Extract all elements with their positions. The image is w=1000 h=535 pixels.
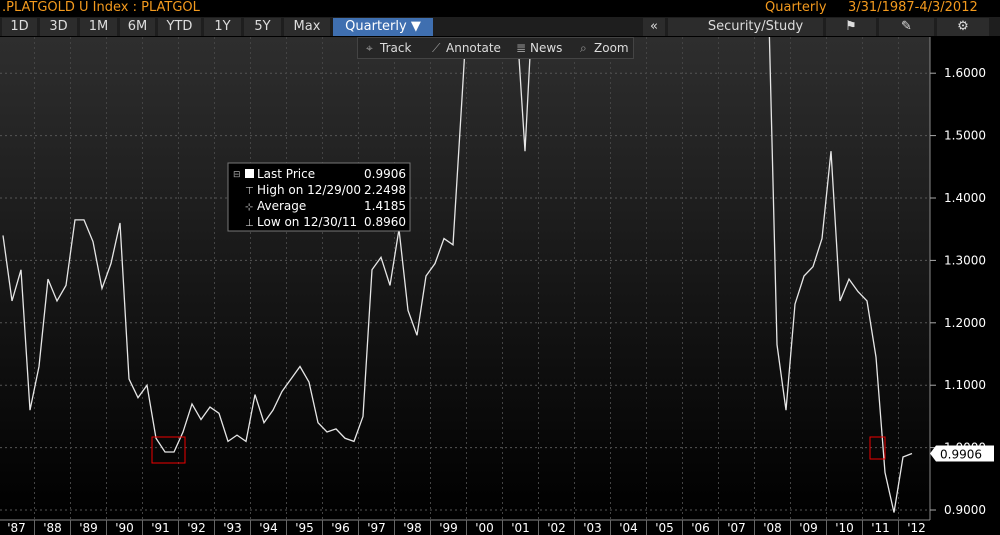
period-tab[interactable]: YTD <box>158 18 201 36</box>
stat-icon: ⊹ <box>245 202 253 213</box>
x-tick-label: '92 <box>187 521 206 535</box>
date-range: 3/31/1987-4/3/2012 <box>848 0 978 15</box>
period-tab[interactable]: 1M <box>80 18 117 36</box>
x-tick-label: '90 <box>115 521 134 535</box>
x-tick-label: '08 <box>763 521 782 535</box>
security-study-button[interactable]: Security/Study <box>668 18 823 36</box>
x-tick-label: '96 <box>331 521 350 535</box>
x-tick-label: '03 <box>583 521 602 535</box>
stat-value: 0.9906 <box>364 167 406 181</box>
x-tick-label: '87 <box>7 521 26 535</box>
stat-name: Average <box>257 199 306 213</box>
x-tick-label: '04 <box>619 521 638 535</box>
y-tick-label: 1.4000 <box>944 191 986 205</box>
period-tab[interactable]: 6M <box>120 18 155 36</box>
tab-bar: Quarterly ▼ « Security/Study ⚑ ✎ ⚙ 1D 3D 1… <box>0 17 1000 36</box>
x-tick-label: '00 <box>475 521 494 535</box>
x-tick-label: '06 <box>691 521 710 535</box>
stat-name: High on 12/29/00 <box>257 183 361 197</box>
tool-icon: ≣ <box>516 41 527 55</box>
x-tick-label: '11 <box>871 521 890 535</box>
tool-button[interactable]: Zoom <box>594 41 629 55</box>
y-tick-label: 0.9000 <box>944 503 986 517</box>
legend-box: ⊟ <box>227 162 411 232</box>
y-tick-label: 1.6000 <box>944 66 986 80</box>
x-tick-label: '88 <box>43 521 62 535</box>
x-tick-label: '02 <box>547 521 566 535</box>
stat-icon: ⊤ <box>245 186 254 197</box>
price-line <box>2 37 913 513</box>
period-dropdown[interactable]: Quarterly ▼ <box>333 18 433 36</box>
security-title: .PLATGOLD U Index : PLATGOL <box>2 0 200 15</box>
x-tick-label: '07 <box>727 521 746 535</box>
tool-icon: ⌖ <box>366 41 373 55</box>
x-tick-label: '94 <box>259 521 278 535</box>
tool-button[interactable]: News <box>530 41 563 55</box>
x-tick-label: '93 <box>223 521 242 535</box>
chart-toolbar: ⌖ Track ⟋ Annotate ≣ News ⌕ Zoom <box>357 37 634 59</box>
highlight-box <box>151 436 186 464</box>
highlight-box <box>869 436 886 460</box>
stat-value: 2.2498 <box>364 183 406 197</box>
settings-button[interactable]: ⚙ <box>937 18 989 36</box>
last-price-label: 0.9906 <box>940 447 982 461</box>
x-tick-label: '97 <box>367 521 386 535</box>
y-tick-label: 1.3000 <box>944 253 986 267</box>
tool-button[interactable]: Track <box>380 41 412 55</box>
y-tick-label: 1.1000 <box>944 378 986 392</box>
x-tick-label: '99 <box>439 521 458 535</box>
stat-name: Low on 12/30/11 <box>257 215 357 229</box>
y-tick-label: 1.5000 <box>944 129 986 143</box>
period-tab[interactable]: 1D <box>2 18 37 36</box>
stat-icon: ⊥ <box>245 218 254 229</box>
tool-icon: ⟋ <box>432 41 441 55</box>
x-tick-label: '10 <box>835 521 854 535</box>
x-tick-label: '98 <box>403 521 422 535</box>
x-tick-label: '91 <box>151 521 170 535</box>
period-tab[interactable]: 1Y <box>204 18 241 36</box>
stat-name: Last Price <box>257 167 315 181</box>
x-tick-label: '95 <box>295 521 314 535</box>
period-tab[interactable]: 3D <box>40 18 77 36</box>
period-tab[interactable]: 5Y <box>244 18 281 36</box>
x-tick-label: '12 <box>907 521 926 535</box>
collapse-button[interactable]: « <box>643 18 665 36</box>
x-tick-label: '89 <box>79 521 98 535</box>
tool-icon: ⌕ <box>580 41 587 55</box>
stat-value: 1.4185 <box>364 199 406 213</box>
x-tick-label: '05 <box>655 521 674 535</box>
period-tab[interactable]: Max <box>284 18 330 36</box>
stat-value: 0.8960 <box>364 215 406 229</box>
icon-button[interactable]: ✎ <box>879 18 934 36</box>
x-tick-label: '01 <box>511 521 530 535</box>
y-tick-label: 1.2000 <box>944 316 986 330</box>
tool-button[interactable]: Annotate <box>446 41 501 55</box>
period: Quarterly <box>765 0 827 15</box>
icon-button[interactable]: ⚑ <box>826 18 876 36</box>
svg-text:⊟: ⊟ <box>233 170 241 180</box>
last-price-tag <box>930 445 994 462</box>
x-tick-label: '09 <box>799 521 818 535</box>
header: .PLATGOLD U Index : PLATGOL Quarterly 3/… <box>0 0 1000 16</box>
